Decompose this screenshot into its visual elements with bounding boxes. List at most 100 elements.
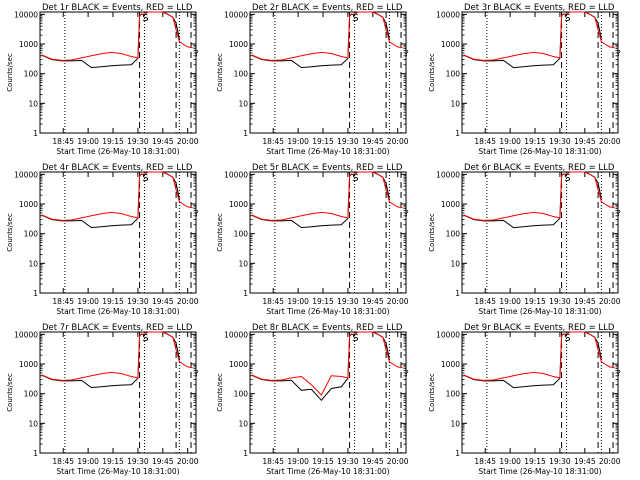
x-tick-label: 19:45 (152, 457, 174, 466)
detector-panel: Det 8r BLACK = Events, RED = LLD 1 10 100 10… (216, 323, 409, 476)
x-tick-label: 19:15 (312, 137, 334, 146)
y-tick-label: 10000 (14, 330, 38, 339)
y-tick-label: 10000 (224, 170, 248, 179)
x-tick-label: 19:15 (102, 297, 124, 306)
peak-marker: S (564, 333, 570, 344)
detector-panel: Det 4r BLACK = Events, RED = LLD 1 10 100 10… (6, 163, 199, 316)
y-tick-label: 1 (243, 129, 248, 138)
lld-series-line (41, 171, 193, 221)
peak-marker: S (564, 173, 570, 184)
x-tick-label: 19:15 (312, 297, 334, 306)
tail-marker: ? (617, 49, 621, 58)
x-axis-label: Start Time (26-May-10 18:31:00) (56, 147, 179, 156)
y-axis-label: Counts/sec (6, 373, 14, 412)
x-tick-label: 19:00 (77, 137, 99, 146)
plot-frame (461, 171, 619, 294)
y-tick-label: 10000 (224, 10, 248, 19)
y-axis-label: Counts/sec (216, 53, 224, 92)
panel-title: Det 1r BLACK = Events, RED = LLD (42, 3, 193, 13)
panel-title: Det 6r BLACK = Events, RED = LLD (464, 163, 615, 173)
x-tick-label: 19:30 (127, 137, 149, 146)
y-tick-label: 10000 (436, 10, 460, 19)
y-tick-label: 10 (238, 99, 248, 108)
x-axis-label: Start Time (26-May-10 18:31:00) (266, 147, 389, 156)
detector-panel: Det 9r BLACK = Events, RED = LLD 1 10 100 10… (428, 323, 621, 476)
panel-title: Det 8r BLACK = Events, RED = LLD (252, 323, 403, 333)
x-axis-label: Start Time (26-May-10 18:31:00) (266, 307, 389, 316)
y-tick-label: 10 (238, 259, 248, 268)
x-tick-label: 20:00 (599, 297, 621, 306)
lld-series-line (251, 171, 403, 221)
x-tick-label: 19:15 (524, 457, 546, 466)
y-tick-label: 100 (234, 230, 249, 239)
x-tick-label: 19:15 (312, 457, 334, 466)
y-axis-label: Counts/sec (216, 213, 224, 252)
plot-frame (249, 331, 407, 454)
x-tick-label: 19:30 (549, 297, 571, 306)
panel-title: Det 9r BLACK = Events, RED = LLD (464, 323, 615, 333)
events-series-line (463, 11, 602, 69)
y-tick-label: 1 (243, 449, 248, 458)
y-tick-label: 1000 (229, 40, 248, 49)
x-tick-label: 20:00 (387, 457, 409, 466)
x-tick-label: 19:45 (152, 297, 174, 306)
tail-marker: ? (195, 49, 199, 58)
events-series-line (41, 11, 180, 69)
x-tick-label: 19:15 (524, 297, 546, 306)
tail-marker: ? (405, 49, 409, 58)
y-tick-label: 1 (455, 289, 460, 298)
lld-series-line (251, 331, 403, 396)
x-tick-label: 19:45 (362, 457, 384, 466)
detector-panel: Det 6r BLACK = Events, RED = LLD 1 10 100 10… (428, 163, 621, 316)
x-tick-label: 19:00 (499, 137, 521, 146)
x-tick-label: 19:30 (549, 457, 571, 466)
y-axis-label: Counts/sec (6, 213, 14, 252)
detector-panel: Det 3r BLACK = Events, RED = LLD 1 10 100 10… (428, 3, 621, 156)
y-tick-label: 10 (28, 99, 38, 108)
tail-marker: ? (195, 369, 199, 378)
x-tick-label: 19:00 (499, 457, 521, 466)
detector-panel: Det 7r BLACK = Events, RED = LLD 1 10 100 10… (6, 323, 199, 476)
x-tick-label: 18:45 (262, 457, 284, 466)
plot-frame (249, 171, 407, 294)
y-tick-label: 10000 (14, 170, 38, 179)
y-tick-label: 1 (33, 289, 38, 298)
y-tick-label: 1000 (19, 200, 38, 209)
peak-marker: S (564, 13, 570, 24)
x-axis-label: Start Time (26-May-10 18:31:00) (478, 307, 601, 316)
x-axis-label: Start Time (26-May-10 18:31:00) (478, 147, 601, 156)
y-tick-label: 100 (446, 390, 461, 399)
events-series-line (463, 171, 602, 229)
x-tick-label: 20:00 (599, 457, 621, 466)
x-tick-label: 19:30 (549, 137, 571, 146)
y-tick-label: 100 (24, 390, 39, 399)
events-series-line (251, 331, 390, 402)
y-tick-label: 1 (33, 129, 38, 138)
detector-panel: Det 5r BLACK = Events, RED = LLD 1 10 100 10… (216, 163, 409, 316)
lld-series-line (41, 331, 193, 381)
x-tick-label: 19:00 (499, 297, 521, 306)
tail-marker: ? (405, 369, 409, 378)
lld-series-line (251, 11, 403, 61)
y-tick-label: 1 (455, 129, 460, 138)
x-tick-label: 19:30 (337, 457, 359, 466)
x-tick-label: 20:00 (387, 297, 409, 306)
y-tick-label: 1000 (19, 360, 38, 369)
peak-marker: S (142, 333, 148, 344)
tail-marker: ? (405, 209, 409, 218)
detector-panel: Det 1r BLACK = Events, RED = LLD 1 10 100 10… (6, 3, 199, 156)
x-tick-label: 19:15 (102, 457, 124, 466)
x-tick-label: 19:45 (574, 137, 596, 146)
events-series-line (463, 331, 602, 389)
y-tick-label: 10000 (224, 330, 248, 339)
y-tick-label: 100 (24, 70, 39, 79)
x-tick-label: 18:45 (474, 297, 496, 306)
y-tick-label: 10000 (14, 10, 38, 19)
panel-title: Det 4r BLACK = Events, RED = LLD (42, 163, 193, 173)
x-tick-label: 19:45 (574, 297, 596, 306)
x-tick-label: 18:45 (52, 457, 74, 466)
x-tick-label: 19:30 (337, 297, 359, 306)
y-axis-label: Counts/sec (428, 213, 436, 252)
x-tick-label: 19:45 (362, 297, 384, 306)
